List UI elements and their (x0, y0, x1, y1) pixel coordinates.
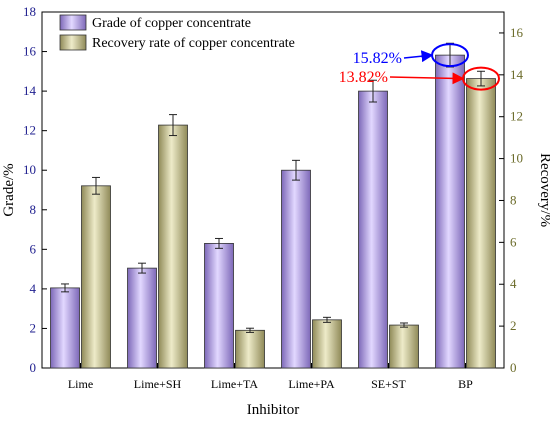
recovery-bar (158, 124, 188, 369)
bars (50, 54, 496, 369)
plot-frame (41, 11, 505, 369)
grade-bar (204, 242, 234, 369)
y-right-tick-label: 4 (510, 276, 517, 291)
y-left-tick-label: 12 (23, 123, 36, 138)
x-tick-label: Lime+TA (211, 377, 258, 391)
recovery-bar (235, 329, 265, 369)
annotation-arrow (403, 50, 434, 63)
y-right-tick-label: 16 (510, 25, 524, 40)
x-tick-label: SE+ST (371, 377, 406, 391)
grade-bar (435, 54, 465, 369)
x-tick-label: BP (458, 377, 473, 391)
legend-swatch-grade (59, 14, 87, 31)
y-axis-left-title: Grade/% (1, 163, 17, 216)
y-left-tick-label: 8 (30, 202, 37, 217)
annotation-arrow (389, 72, 465, 85)
y-left-tick-label: 2 (30, 320, 37, 335)
legend-label-recovery: Recovery rate of copper concentrate (92, 36, 295, 51)
recovery-bar (81, 185, 111, 369)
x-axis-ticks: Lime Lime+SH Lime+TA Lime+PA SE+ST BP (68, 363, 473, 391)
x-axis-title: Inhibitor (247, 402, 300, 418)
grade-bar (127, 267, 157, 369)
y-left-tick-label: 14 (23, 83, 37, 98)
recovery-bar (312, 319, 342, 369)
legend: Grade of copper concentrate Recovery rat… (59, 14, 295, 51)
recovery-bar (389, 324, 419, 369)
grade-annotation-label: 15.82% (353, 50, 402, 67)
y-axis-right-ticks: 0 2 4 6 8 10 12 14 16 (499, 25, 524, 375)
y-left-tick-label: 10 (23, 162, 36, 177)
grade-bar (281, 169, 311, 369)
y-right-tick-label: 8 (510, 192, 517, 207)
error-bars (61, 42, 485, 333)
y-left-tick-label: 4 (30, 281, 37, 296)
y-right-tick-label: 0 (510, 360, 517, 375)
grade-bar (358, 90, 388, 369)
x-tick-label: Lime+PA (288, 377, 335, 391)
y-right-tick-label: 10 (510, 151, 523, 166)
x-tick-label: Lime+SH (134, 377, 182, 391)
legend-label-grade: Grade of copper concentrate (92, 16, 251, 31)
recovery-annotation-label: 13.82% (339, 69, 388, 86)
y-right-tick-label: 14 (510, 67, 524, 82)
y-right-tick-label: 6 (510, 234, 517, 249)
annotations: 15.82% 13.82% (339, 43, 500, 91)
y-right-tick-label: 12 (510, 109, 523, 124)
y-left-tick-label: 6 (30, 241, 37, 256)
y-left-tick-label: 16 (23, 44, 37, 59)
y-left-tick-label: 18 (23, 4, 36, 19)
y-left-tick-label: 0 (30, 360, 37, 375)
y-axis-right-title: Recovery/% (537, 153, 550, 227)
y-right-tick-label: 2 (510, 318, 517, 333)
recovery-bar (466, 78, 496, 369)
y-axis-left-ticks: 0 2 4 6 8 10 12 14 16 18 (23, 4, 47, 375)
x-tick-label: Lime (68, 377, 93, 391)
legend-swatch-recovery (59, 34, 87, 51)
grade-bar (50, 287, 80, 369)
